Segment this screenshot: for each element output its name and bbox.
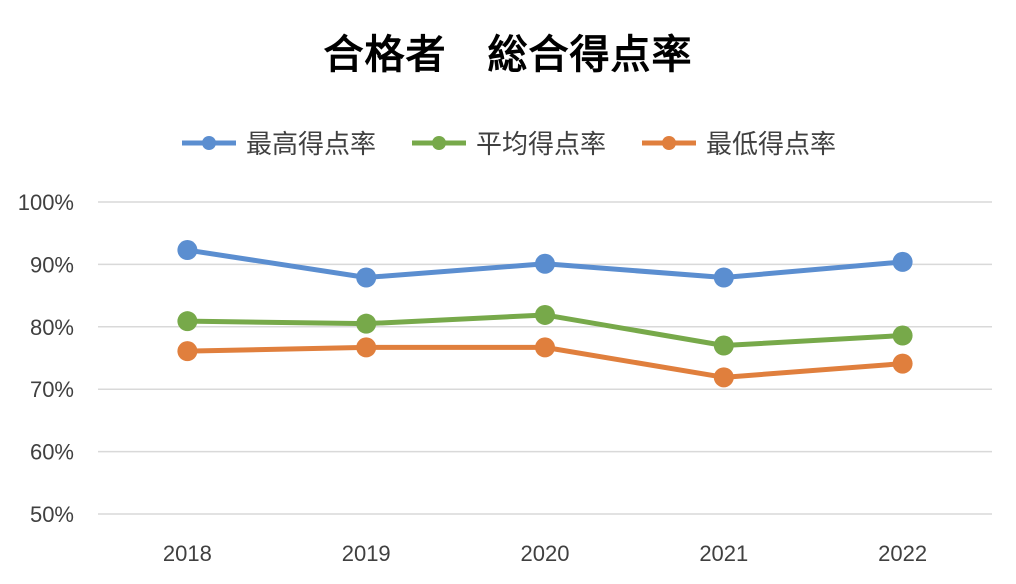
data-point bbox=[535, 304, 555, 325]
data-point bbox=[177, 311, 198, 332]
y-tick-label: 50% bbox=[30, 502, 74, 527]
legend-label-max: 最高得点率 bbox=[245, 130, 376, 160]
x-tick-label: 2020 bbox=[521, 541, 570, 566]
legend-item-avg: 平均得点率 bbox=[410, 124, 606, 161]
data-point bbox=[356, 313, 377, 334]
y-tick-label: 60% bbox=[30, 440, 74, 465]
data-point bbox=[356, 267, 377, 288]
y-tick-label: 70% bbox=[30, 377, 74, 402]
data-point bbox=[713, 267, 734, 288]
data-point bbox=[892, 353, 913, 374]
data-point bbox=[713, 367, 734, 388]
data-point bbox=[535, 253, 555, 274]
y-tick-label: 80% bbox=[30, 315, 74, 340]
legend-label-avg: 平均得点率 bbox=[475, 130, 606, 160]
x-tick-label: 2018 bbox=[163, 541, 212, 566]
legend: 最高得点率 平均得点率 最低得点率 bbox=[0, 124, 1016, 161]
legend-item-min: 最低得点率 bbox=[640, 124, 836, 161]
legend-marker-avg bbox=[411, 135, 466, 150]
data-point bbox=[892, 251, 913, 272]
chart-title: 合格者 総合得点率 bbox=[323, 32, 693, 78]
y-tick-label: 90% bbox=[30, 252, 74, 277]
data-point bbox=[177, 240, 198, 261]
data-point bbox=[177, 341, 198, 362]
y-tick-label: 100% bbox=[18, 190, 74, 215]
x-tick-label: 2022 bbox=[878, 541, 927, 566]
data-point bbox=[892, 325, 913, 346]
legend-label-min: 最低得点率 bbox=[706, 130, 837, 160]
legend-marker-min bbox=[642, 135, 696, 150]
legend-item-max: 最高得点率 bbox=[180, 124, 376, 161]
data-point bbox=[356, 337, 377, 358]
legend-marker-max bbox=[181, 135, 236, 150]
x-tick-label: 2021 bbox=[699, 541, 748, 566]
x-tick-label: 2019 bbox=[342, 541, 391, 566]
data-point bbox=[535, 337, 555, 358]
data-point bbox=[713, 335, 734, 356]
